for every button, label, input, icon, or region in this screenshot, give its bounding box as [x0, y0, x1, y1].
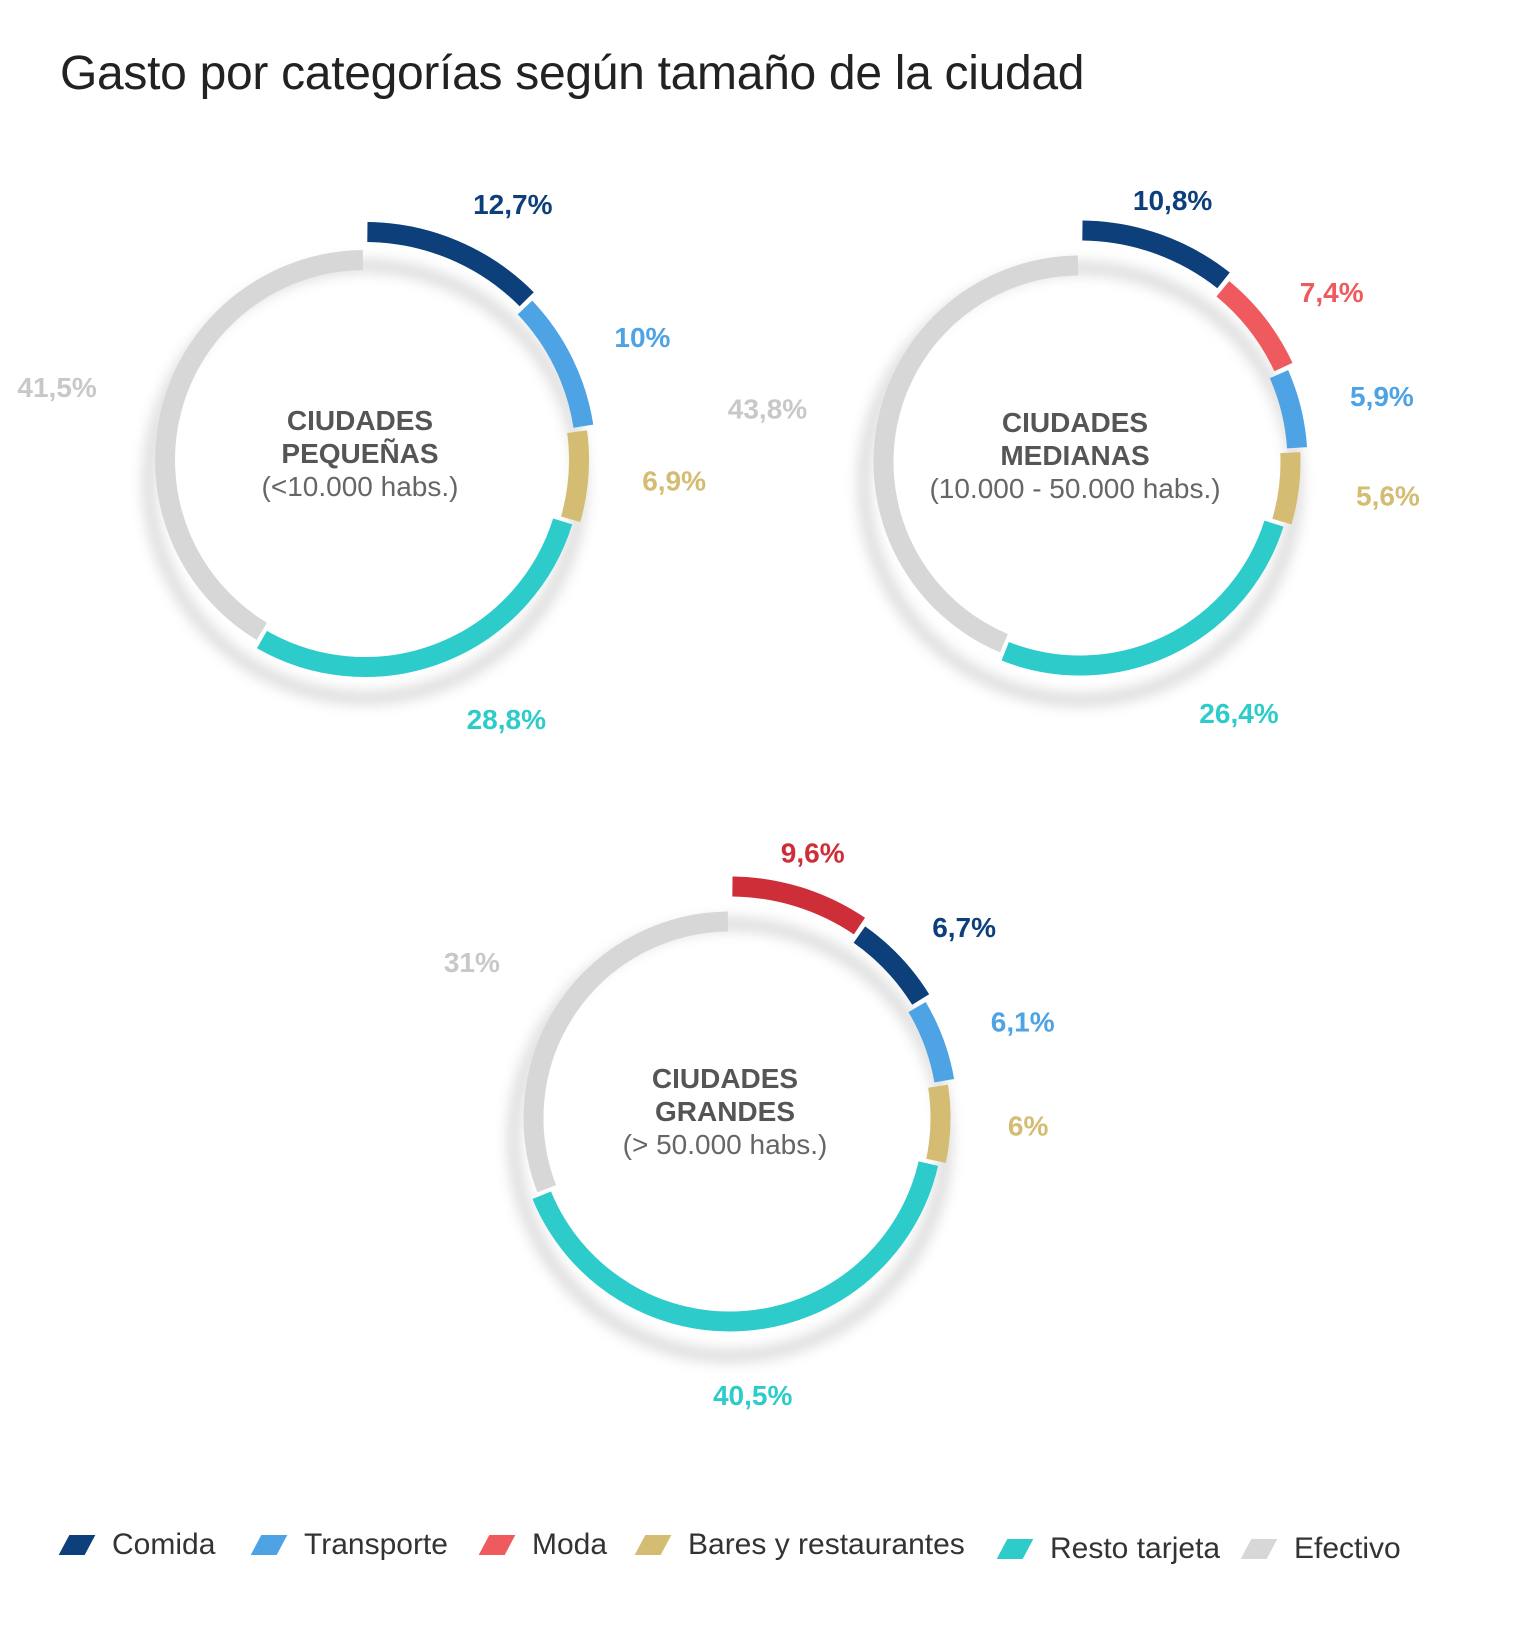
center-title: CIUDADES — [1002, 407, 1148, 438]
slice-label: 31% — [444, 947, 500, 978]
slice-resto-tarjeta — [1001, 520, 1284, 676]
slice-label: 10% — [614, 322, 670, 353]
slice-resto-tarjeta — [257, 518, 573, 677]
slice-label: 10,8% — [1133, 185, 1212, 216]
slice-bares-y-restaurantes — [560, 430, 589, 522]
slice-bares-y-restaurantes — [926, 1084, 951, 1163]
slice-label: 6,9% — [642, 466, 706, 497]
center-title: CIUDADES — [652, 1063, 798, 1094]
slice-bares-y-restaurantes — [1272, 452, 1301, 525]
slice-efectivo — [155, 250, 364, 640]
legend-swatch — [996, 1539, 1034, 1559]
slice-label: 26,4% — [1199, 698, 1278, 729]
donut-chart-2: 10,8% 7,4% 5,9% 5,6% 26,4% 43,8% CIUDADESMEDIA… — [728, 185, 1420, 729]
center-subtitle: (> 50.000 habs.) — [623, 1129, 828, 1160]
legend-label: Moda — [532, 1528, 608, 1561]
center-title: PEQUEÑAS — [281, 438, 438, 469]
slice-transporte — [1269, 370, 1308, 449]
slice-comida — [1082, 220, 1230, 289]
slice-transporte — [517, 300, 594, 428]
legend-item: Resto tarjeta — [996, 1532, 1220, 1566]
legend-label: Comida — [112, 1528, 216, 1561]
slice-resto-tarjeta — [532, 1161, 939, 1332]
donut-charts: 12,7%10%6,9%28,8%41,5%CIUDADESPEQUEÑAS(<… — [17, 185, 1420, 1412]
legend-swatch — [58, 1535, 96, 1555]
slice-label: 41,5% — [17, 372, 96, 403]
donut-chart-3: 9,6% 6,7% 6,1% 6% 40,5% 31% CIUDADESGRANDES(> … — [444, 838, 1055, 1412]
legend-label: Bares y restaurantes — [688, 1528, 965, 1561]
center-subtitle: (<10.000 habs.) — [262, 471, 459, 502]
slice-moda — [732, 876, 866, 935]
legend-item: Comida — [58, 1528, 215, 1562]
legend-item: Bares y restaurantes — [634, 1528, 965, 1562]
slice-moda — [1216, 281, 1293, 372]
slice-label: 9,6% — [781, 838, 845, 869]
legend-swatch — [478, 1535, 516, 1555]
slice-label: 6,7% — [932, 912, 996, 943]
slice-label: 5,9% — [1350, 381, 1414, 412]
center-title: GRANDES — [655, 1096, 795, 1127]
legend-item: Efectivo — [1240, 1532, 1401, 1566]
legend-item: Transporte — [250, 1528, 448, 1562]
donut-chart-1: 12,7% 10% 6,9% 28,8% 41,5% CIUDADESPEQUEÑAS(<… — [17, 189, 706, 735]
slice-label: 43,8% — [728, 394, 807, 425]
center-title: CIUDADES — [287, 405, 433, 436]
legend: Comida Transporte Moda Bares y restaurantes… — [58, 1528, 1498, 1588]
slice-label: 5,6% — [1356, 481, 1420, 512]
legend-label: Resto tarjeta — [1050, 1532, 1221, 1565]
slice-transporte — [908, 1001, 955, 1083]
legend-item: Moda — [478, 1528, 607, 1562]
slice-label: 12,7% — [473, 189, 552, 220]
legend-swatch — [1240, 1539, 1278, 1559]
slice-label: 28,8% — [467, 704, 546, 735]
legend-swatch — [634, 1535, 672, 1555]
slice-label: 40,5% — [713, 1380, 792, 1411]
slice-label: 6,1% — [991, 1007, 1055, 1038]
slice-label: 6% — [1008, 1110, 1049, 1141]
center-subtitle: (10.000 - 50.000 habs.) — [929, 473, 1220, 504]
slice-label: 7,4% — [1300, 277, 1364, 308]
slice-comida — [367, 222, 534, 307]
center-title: MEDIANAS — [1000, 440, 1149, 471]
slice-comida — [853, 926, 930, 1005]
legend-label: Efectivo — [1294, 1532, 1401, 1565]
slice-efectivo — [873, 255, 1079, 653]
slice-efectivo — [523, 911, 729, 1193]
page-title: Gasto por categorías según tamaño de la … — [60, 47, 1085, 100]
legend-swatch — [250, 1535, 288, 1555]
legend-label: Transporte — [304, 1528, 448, 1561]
